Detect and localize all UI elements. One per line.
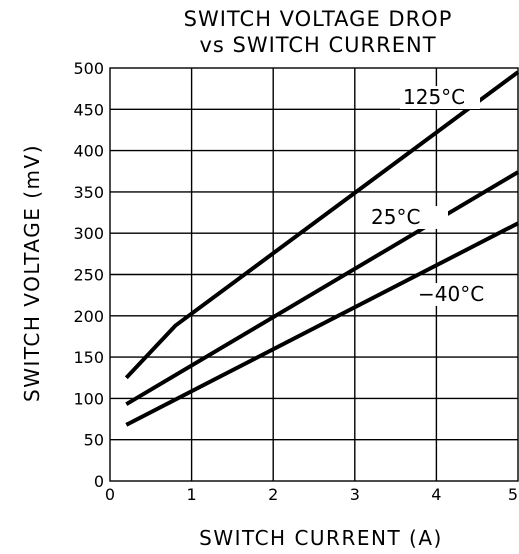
series-line-0	[124, 70, 519, 380]
x-tick-label: 1	[187, 485, 197, 504]
series-lines	[124, 70, 519, 427]
series-label-2: −40°C	[418, 282, 484, 306]
y-tick-label: 200	[73, 307, 104, 326]
chart-title-line1: SWITCH VOLTAGE DROP	[184, 7, 453, 31]
y-tick-label: 250	[73, 266, 104, 285]
y-tick-label: 350	[73, 183, 104, 202]
x-tick-label: 0	[105, 485, 115, 504]
grid	[109, 67, 519, 482]
y-axis-label: SWITCH VOLTAGE (mV)	[20, 144, 44, 402]
chart-title-line2: vs SWITCH CURRENT	[199, 33, 436, 57]
series-line-2	[125, 221, 519, 427]
series-label-1: 25°C	[371, 205, 420, 229]
series-labels: 125°C 25°C −40°C	[368, 85, 495, 306]
x-tick-labels: 0 1 2 3 4 5	[105, 485, 518, 504]
series-label-bg	[400, 86, 480, 109]
series-label-bg	[368, 206, 448, 229]
x-tick-label: 4	[431, 485, 441, 504]
y-tick-label: 50	[84, 431, 104, 450]
series-line-1	[125, 170, 519, 406]
x-tick-label: 3	[350, 485, 360, 504]
x-tick-label: 2	[268, 485, 278, 504]
x-tick-label: 5	[508, 485, 518, 504]
y-tick-label: 100	[73, 389, 104, 408]
series-label-0: 125°C	[403, 85, 465, 109]
y-tick-label: 450	[73, 100, 104, 119]
y-tick-label: 400	[73, 142, 104, 161]
y-tick-labels: 0 50 100 150 200 250 300 350 400 450 500	[73, 59, 104, 491]
x-axis-label: SWITCH CURRENT (A)	[199, 526, 443, 550]
y-tick-label: 500	[73, 59, 104, 78]
y-tick-label: 300	[73, 224, 104, 243]
y-tick-label: 0	[94, 472, 104, 491]
y-tick-label: 150	[73, 348, 104, 367]
series-label-bg	[415, 283, 495, 306]
